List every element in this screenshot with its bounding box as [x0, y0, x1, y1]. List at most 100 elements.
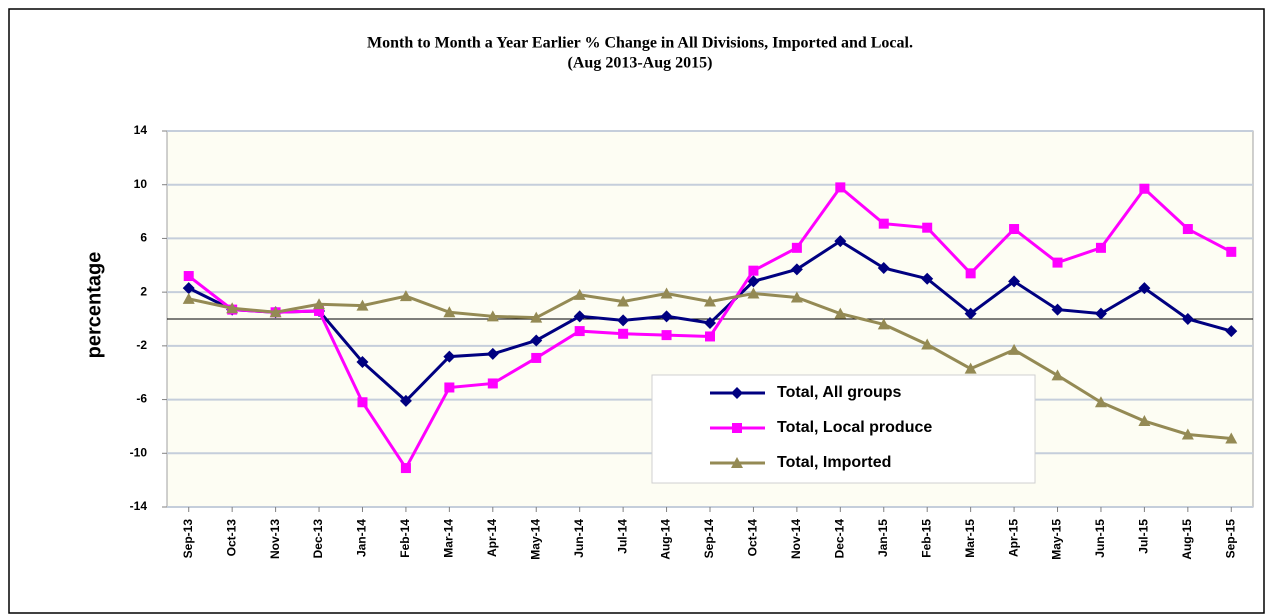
data-point: [704, 317, 716, 330]
data-point: [1095, 242, 1106, 253]
data-point: [487, 378, 498, 389]
data-point: [878, 218, 889, 229]
data-point: [1181, 313, 1194, 325]
data-point: [618, 328, 629, 339]
x-tick-label: Apr-14: [485, 519, 499, 557]
x-tick-label: Jun-15: [1093, 519, 1107, 558]
data-point: [660, 287, 673, 299]
data-point: [965, 268, 976, 279]
x-tick-label: Jan-14: [355, 519, 369, 557]
data-point: [182, 292, 195, 304]
data-point: [748, 265, 759, 276]
data-point: [531, 352, 542, 363]
y-tick-label: -2: [136, 338, 147, 352]
data-point: [486, 347, 499, 360]
data-point: [314, 305, 325, 316]
x-tick-label: Feb-14: [398, 519, 412, 558]
data-point: [1139, 183, 1150, 194]
data-point: [877, 318, 890, 330]
data-point: [1008, 343, 1021, 355]
x-tick-label: Oct-14: [746, 519, 760, 557]
legend-label: Total, Local produce: [777, 419, 932, 436]
data-point: [313, 298, 326, 310]
x-tick-label: Mar-14: [442, 519, 456, 558]
data-point: [1051, 303, 1064, 316]
data-point: [357, 397, 368, 408]
data-point: [399, 394, 412, 407]
data-point: [747, 287, 760, 299]
data-point: [1094, 307, 1107, 320]
y-tick-label: 6: [140, 231, 147, 245]
x-tick-label: Dec-13: [311, 519, 325, 559]
data-point: [877, 261, 890, 274]
data-point: [661, 330, 672, 341]
data-point: [486, 310, 499, 322]
data-point: [530, 334, 543, 347]
legend-marker: [731, 387, 743, 399]
data-point: [705, 331, 715, 342]
data-point: [443, 350, 456, 363]
x-tick-label: May-15: [1050, 519, 1064, 560]
data-point: [269, 306, 282, 318]
x-tick-label: Sep-13: [181, 519, 195, 559]
data-point: [835, 182, 846, 193]
data-point: [964, 307, 977, 320]
legend-marker: [732, 423, 742, 433]
data-point: [921, 272, 934, 285]
x-tick-label: Nov-14: [789, 519, 803, 559]
data-point: [617, 314, 630, 327]
legend-marker: [731, 457, 743, 468]
data-point: [443, 306, 456, 318]
data-point: [182, 282, 195, 295]
x-tick-label: Apr-15: [1006, 519, 1020, 557]
data-point: [356, 355, 369, 368]
x-tick-label: Jun-14: [572, 519, 586, 558]
y-tick-label: 14: [134, 123, 148, 137]
x-tick-label: Feb-15: [919, 519, 933, 558]
data-point: [183, 271, 194, 282]
x-tick-label: Sep-15: [1223, 519, 1237, 559]
x-tick-label: Jul-14: [615, 519, 629, 554]
x-tick-label: Jan-15: [876, 519, 890, 557]
data-point: [922, 222, 933, 233]
data-point: [226, 302, 239, 314]
data-point: [1182, 224, 1193, 235]
data-point: [1008, 275, 1021, 288]
data-point: [1226, 246, 1237, 257]
x-tick-label: Nov-13: [268, 519, 282, 559]
data-point: [747, 275, 760, 288]
data-point: [1051, 369, 1064, 381]
data-point: [1052, 257, 1063, 268]
data-point: [574, 326, 585, 337]
data-point: [791, 242, 802, 253]
data-point: [444, 382, 455, 393]
data-point: [790, 291, 803, 303]
x-tick-label: Aug-14: [659, 519, 673, 560]
data-point: [617, 295, 630, 307]
data-point: [921, 338, 934, 350]
data-point: [573, 288, 586, 300]
x-tick-label: Aug-15: [1180, 519, 1194, 560]
x-tick-label: Sep-14: [702, 519, 716, 559]
data-point: [400, 463, 411, 474]
data-point: [1225, 432, 1238, 444]
y-tick-label: -14: [130, 499, 148, 513]
y-tick-label: 2: [140, 284, 147, 298]
legend-label: Total, All groups: [777, 384, 902, 401]
x-tick-label: Mar-15: [963, 519, 977, 558]
data-point: [1138, 282, 1151, 295]
y-tick-label: 10: [134, 177, 148, 191]
chart-subtitle: (Aug 2013-Aug 2015): [568, 55, 713, 72]
data-point: [530, 311, 543, 323]
data-point: [1094, 396, 1107, 408]
data-point: [964, 362, 977, 374]
data-point: [1009, 224, 1020, 235]
x-tick-label: Oct-13: [224, 519, 238, 557]
data-point: [660, 310, 673, 323]
y-tick-label: -6: [136, 392, 147, 406]
legend-label: Total, Imported: [777, 454, 891, 471]
x-tick-label: May-14: [528, 519, 542, 560]
data-point: [1138, 415, 1151, 427]
chart-title: Month to Month a Year Earlier % Change i…: [367, 35, 913, 52]
